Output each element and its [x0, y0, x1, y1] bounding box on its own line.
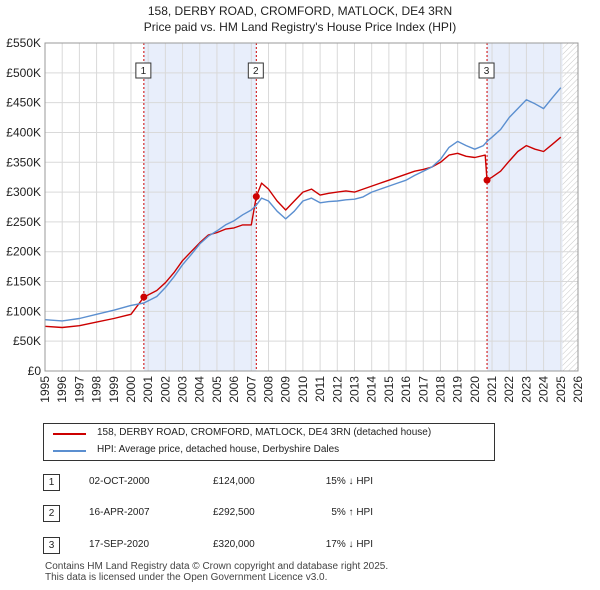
- x-tick-label: 2001: [141, 376, 155, 403]
- x-tick-label: 2013: [347, 376, 361, 403]
- y-tick-label: £450K: [6, 96, 41, 110]
- sale-point: [252, 193, 260, 201]
- x-tick-label: 2016: [399, 376, 413, 403]
- sale-row: 3 17-SEP-2020 £320,000 17% ↓ HPI: [43, 537, 583, 555]
- sale-hpi-diff: 5% ↑ HPI: [331, 507, 373, 518]
- y-tick-label: £400K: [6, 125, 41, 139]
- x-tick-label: 2004: [193, 376, 207, 403]
- x-tick-label: 2026: [571, 376, 585, 403]
- x-tick-label: 2018: [433, 376, 447, 403]
- x-tick-label: 1995: [38, 376, 52, 403]
- x-tick-label: 2010: [296, 376, 310, 403]
- forecast-hatch: [562, 43, 578, 371]
- sale-row: 1 02-OCT-2000 £124,000 15% ↓ HPI: [43, 474, 583, 492]
- y-tick-label: £200K: [6, 245, 41, 259]
- legend-swatch-hpi: [53, 450, 86, 452]
- y-tick-label: £500K: [6, 66, 41, 80]
- property-price-line: [44, 136, 562, 329]
- sale-price: £124,000: [213, 476, 255, 487]
- footer-copyright: Contains HM Land Registry data © Crown c…: [45, 561, 389, 572]
- x-tick-label: 2005: [210, 376, 224, 403]
- x-tick-label: 2003: [176, 376, 190, 403]
- y-tick-label: £350K: [6, 155, 41, 169]
- x-tick-label: 2012: [330, 376, 344, 403]
- sale-marker-box: [247, 62, 264, 79]
- sale-number-badge: 1: [43, 474, 60, 491]
- sale-price: £292,500: [213, 507, 255, 518]
- y-tick-label: £50K: [13, 334, 41, 348]
- sale-hpi-diff: 15% ↓ HPI: [325, 476, 373, 487]
- x-tick-label: 2015: [382, 376, 396, 403]
- x-tick-label: 2014: [365, 376, 379, 403]
- x-tick-label: 1998: [90, 376, 104, 403]
- sale-marker-label: 3: [484, 66, 490, 77]
- chart-legend: 158, DERBY ROAD, CROMFORD, MATLOCK, DE4 …: [43, 423, 495, 461]
- x-tick-label: 2006: [227, 376, 241, 403]
- sale-date: 16-APR-2007: [89, 507, 150, 518]
- ownership-shade: [487, 43, 563, 371]
- y-tick-label: £300K: [6, 185, 41, 199]
- x-tick-label: 1996: [55, 376, 69, 403]
- y-tick-label: £0: [28, 364, 42, 378]
- x-tick-label: 1997: [72, 376, 86, 403]
- x-tick-label: 1999: [107, 376, 121, 403]
- chart-title-line2: Price paid vs. HM Land Registry's House …: [143, 20, 457, 34]
- x-tick-label: 2009: [279, 376, 293, 403]
- sale-date: 17-SEP-2020: [89, 539, 150, 550]
- footer-licence: This data is licensed under the Open Gov…: [45, 572, 328, 583]
- sale-hpi-diff: 17% ↓ HPI: [325, 539, 373, 550]
- legend-item-property: 158, DERBY ROAD, CROMFORD, MATLOCK, DE4 …: [44, 426, 494, 442]
- sale-point: [140, 293, 148, 301]
- sale-row: 2 16-APR-2007 £292,500 5% ↑ HPI: [43, 505, 583, 523]
- legend-item-hpi: HPI: Average price, detached house, Derb…: [44, 443, 494, 459]
- price-chart: 1 2 3 £0 £50K £100K £150K £200K £250K £300K £350K £…: [6, 36, 585, 403]
- sale-marker-box: [135, 62, 152, 79]
- x-tick-label: 2000: [124, 376, 138, 403]
- legend-label-hpi: HPI: Average price, detached house, Derb…: [97, 444, 340, 455]
- y-tick-label: £550K: [6, 36, 41, 50]
- hpi-line: [44, 87, 562, 322]
- sale-marker-box: [478, 62, 495, 79]
- x-tick-label: 2020: [468, 376, 482, 403]
- y-tick-label: £250K: [6, 215, 41, 229]
- sale-marker-label: 2: [253, 66, 259, 77]
- x-tick-label: 2008: [262, 376, 276, 403]
- sale-number-badge: 2: [43, 505, 60, 522]
- y-tick-label: £150K: [6, 275, 41, 289]
- x-tick-label: 2021: [485, 376, 499, 403]
- x-tick-label: 2023: [519, 376, 533, 403]
- sale-date: 02-OCT-2000: [89, 476, 150, 487]
- legend-label-property: 158, DERBY ROAD, CROMFORD, MATLOCK, DE4 …: [97, 427, 432, 438]
- sale-price: £320,000: [213, 539, 255, 550]
- x-tick-label: 2025: [554, 376, 568, 403]
- y-tick-label: £100K: [6, 304, 41, 318]
- x-tick-label: 2002: [158, 376, 172, 403]
- x-tick-label: 2022: [502, 376, 516, 403]
- sale-point: [483, 176, 491, 184]
- x-tick-label: 2017: [416, 376, 430, 403]
- plot-frame: [44, 42, 579, 372]
- x-tick-label: 2019: [451, 376, 465, 403]
- x-tick-label: 2007: [244, 376, 258, 403]
- chart-title-line1: 158, DERBY ROAD, CROMFORD, MATLOCK, DE4 …: [147, 4, 453, 18]
- x-tick-label: 2024: [537, 376, 551, 403]
- legend-swatch-property: [53, 433, 86, 435]
- sale-marker-label: 1: [141, 66, 147, 77]
- sale-number-badge: 3: [43, 537, 60, 554]
- x-tick-label: 2011: [313, 376, 327, 402]
